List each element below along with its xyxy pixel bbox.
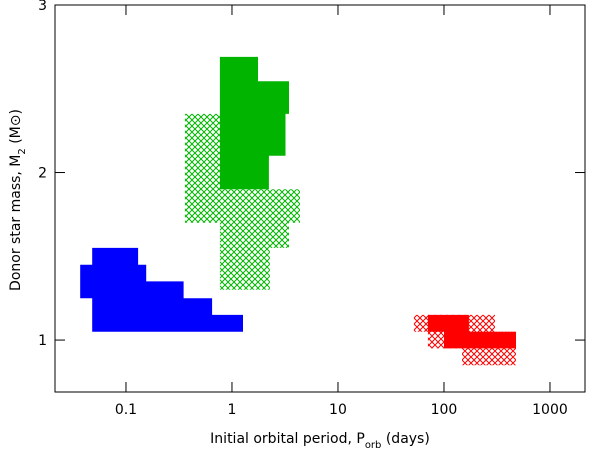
y-label-sub: 2	[17, 148, 28, 154]
x-label-after: (days)	[381, 431, 429, 447]
x-tick-label: 0.1	[115, 402, 137, 418]
y-tick-label: 3	[38, 0, 47, 14]
solid-region	[80, 247, 243, 332]
hatched-region	[184, 113, 300, 290]
x-axis-label: Initial orbital period, Porb (days)	[210, 431, 430, 451]
x-tick-label: 100	[431, 402, 458, 418]
x-tick-label: 1	[228, 402, 237, 418]
x-label-sub: orb	[365, 440, 382, 451]
x-tick-label: 1000	[532, 402, 568, 418]
regions	[80, 56, 516, 366]
x-tick-label: 10	[329, 402, 347, 418]
y-label-text: Donor star mass, M	[8, 155, 24, 291]
plot-frame	[54, 4, 586, 393]
y-axis-label: Donor star mass, M2 (M⊙)	[8, 109, 28, 291]
y-tick-label: 2	[38, 166, 47, 182]
x-label-text: Initial orbital period, P	[210, 431, 365, 447]
solid-region	[219, 56, 289, 190]
y-label-after: (M⊙)	[8, 109, 24, 148]
y-tick-label: 1	[38, 333, 47, 349]
solid-region	[427, 314, 516, 349]
